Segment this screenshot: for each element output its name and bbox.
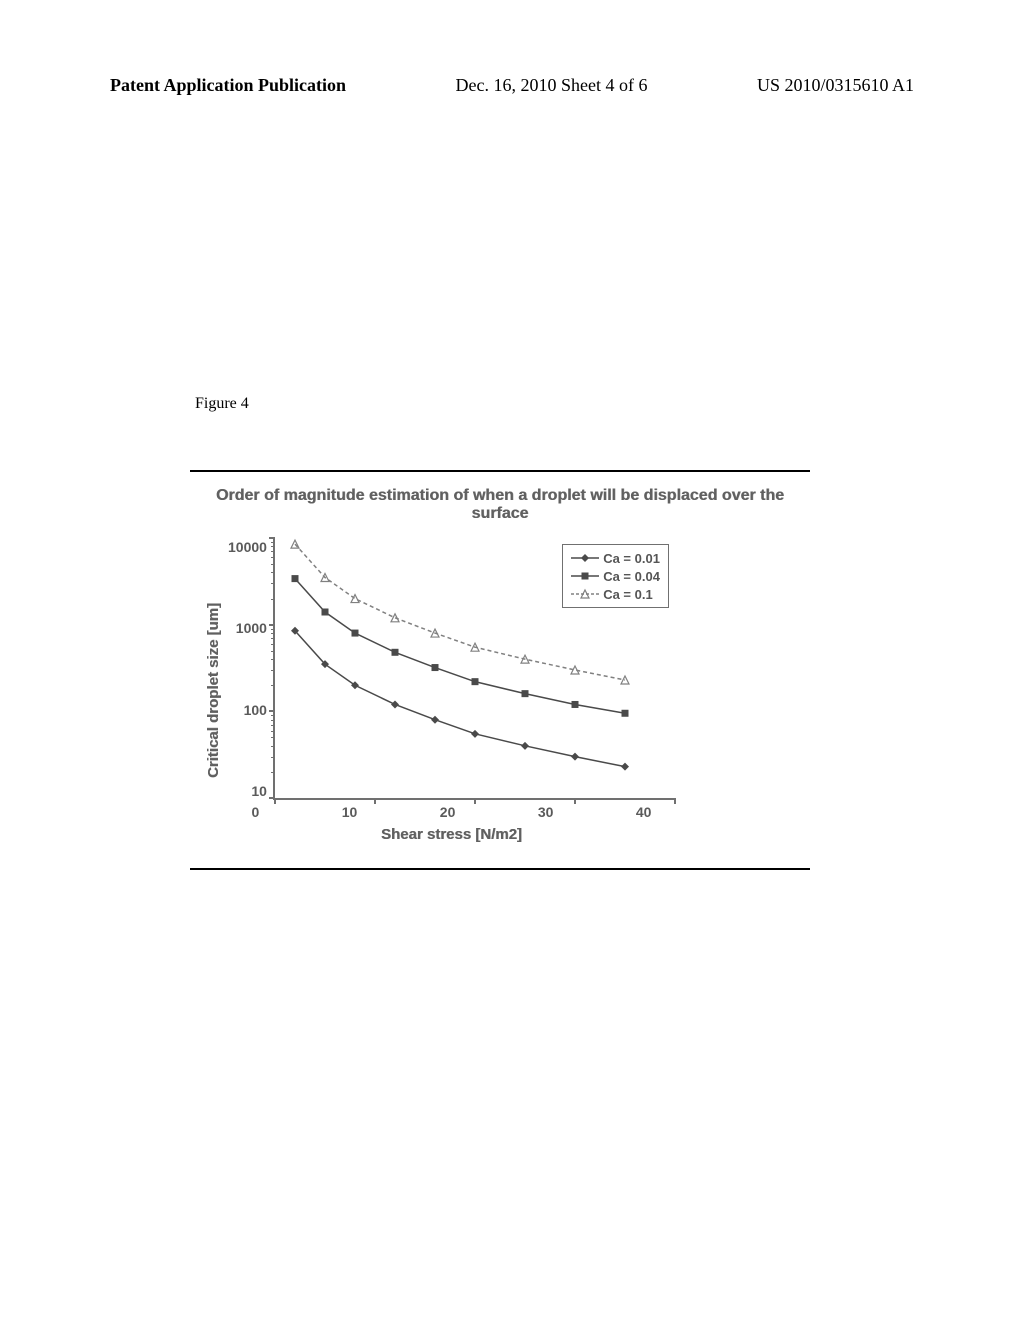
y-axis-label: Critical droplet size [um] xyxy=(205,603,222,778)
header-right: US 2010/0315610 A1 xyxy=(757,75,914,96)
legend-label: Ca = 0.04 xyxy=(603,569,660,584)
y-tick-label: 10 xyxy=(228,783,267,799)
legend-marker-icon xyxy=(571,587,599,601)
legend-marker-icon xyxy=(571,569,599,583)
y-tick-label: 10000 xyxy=(228,539,267,555)
page-header: Patent Application Publication Dec. 16, … xyxy=(0,75,1024,96)
legend-item: Ca = 0.01 xyxy=(571,549,660,567)
plot-area: Ca = 0.01 Ca = 0.04 Ca = 0.1 xyxy=(273,538,675,800)
chart-title: Order of magnitude estimation of when a … xyxy=(205,487,795,523)
legend: Ca = 0.01 Ca = 0.04 Ca = 0.1 xyxy=(562,544,669,608)
header-center: Dec. 16, 2010 Sheet 4 of 6 xyxy=(456,75,648,96)
legend-item: Ca = 0.04 xyxy=(571,567,660,585)
legend-label: Ca = 0.01 xyxy=(603,551,660,566)
x-tick-label: 20 xyxy=(440,804,456,820)
x-axis-label: Shear stress [N/m2] xyxy=(381,826,522,843)
x-tick-label: 10 xyxy=(342,804,358,820)
legend-marker-icon xyxy=(571,551,599,565)
chart-container: Order of magnitude estimation of when a … xyxy=(190,470,810,870)
figure-label: Figure 4 xyxy=(195,395,249,413)
x-tick-label: 30 xyxy=(538,804,554,820)
legend-label: Ca = 0.1 xyxy=(603,587,653,602)
header-left: Patent Application Publication xyxy=(110,75,346,96)
x-axis-ticks: 0 10 20 30 40 xyxy=(251,804,651,820)
y-tick-label: 100 xyxy=(228,702,267,718)
y-tick-label: 1000 xyxy=(228,620,267,636)
legend-item: Ca = 0.1 xyxy=(571,585,660,603)
x-tick-label: 0 xyxy=(251,804,259,820)
x-tick-label: 40 xyxy=(636,804,652,820)
y-axis-ticks: 10000 1000 100 10 xyxy=(228,539,273,799)
